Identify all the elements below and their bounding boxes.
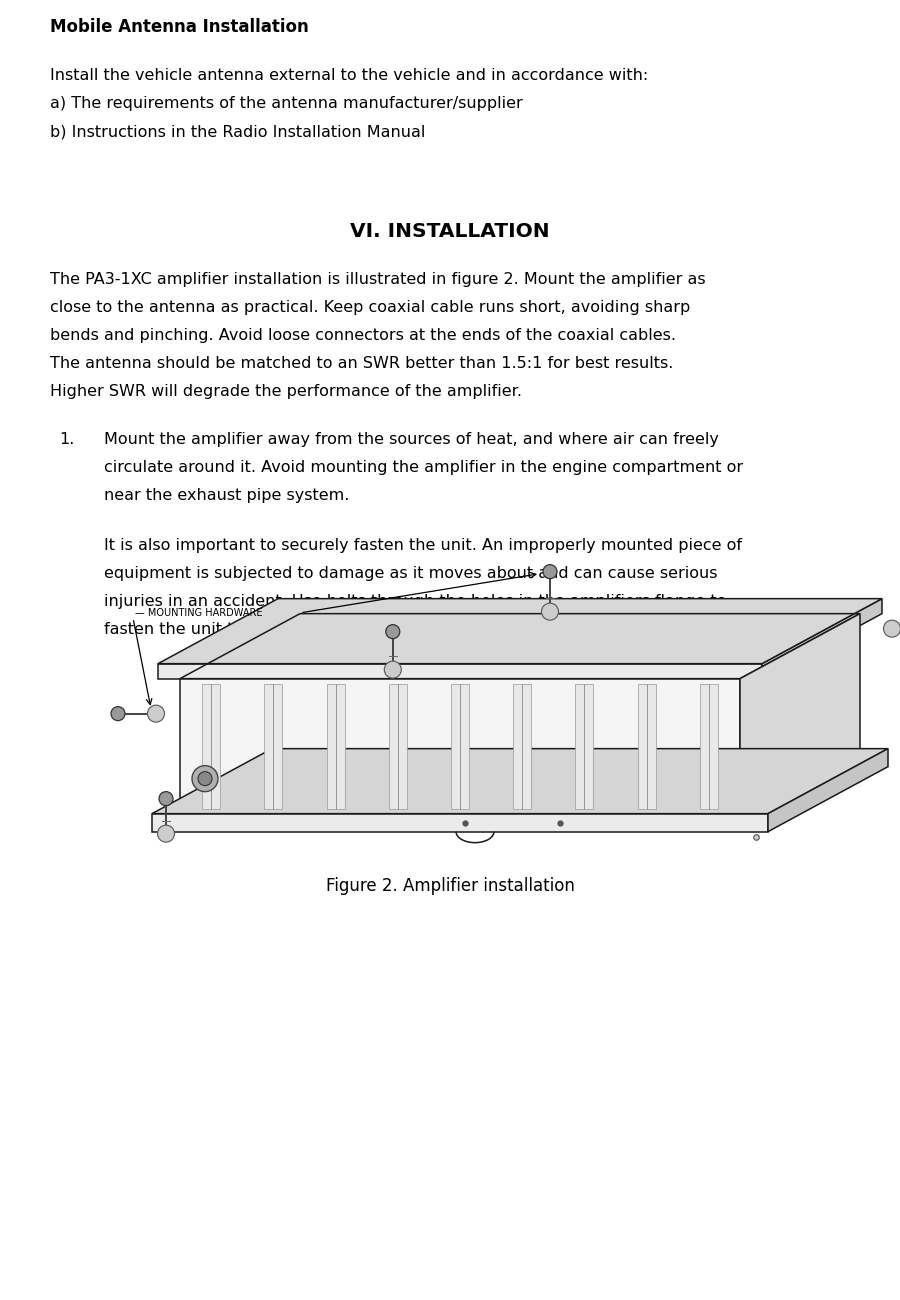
Polygon shape [435,614,588,679]
Text: VI. INSTALLATION: VI. INSTALLATION [350,222,550,240]
Polygon shape [152,814,768,832]
Text: The antenna should be matched to an SWR better than 1.5:1 for best results.: The antenna should be matched to an SWR … [50,356,673,372]
Text: Install the vehicle antenna external to the vehicle and in accordance with:: Install the vehicle antenna external to … [50,69,648,83]
Circle shape [384,662,401,679]
Polygon shape [451,684,469,809]
Circle shape [148,705,165,722]
Text: — MOUNTING HARDWARE: — MOUNTING HARDWARE [135,608,263,618]
Text: The PA3-1XC amplifier installation is illustrated in figure 2. Mount the amplifi: The PA3-1XC amplifier installation is il… [50,272,705,287]
Polygon shape [588,614,741,679]
Polygon shape [689,614,842,679]
Polygon shape [638,614,791,679]
Text: I  R1  M: I R1 M [213,758,241,767]
Polygon shape [575,684,593,809]
Polygon shape [700,684,718,809]
Polygon shape [152,749,888,814]
Circle shape [884,620,900,637]
Polygon shape [536,614,689,679]
Text: circulate around it. Avoid mounting the amplifier in the engine compartment or: circulate around it. Avoid mounting the … [104,460,742,474]
Circle shape [386,624,400,638]
Polygon shape [202,684,220,809]
Text: bends and pinching. Avoid loose connectors at the ends of the coaxial cables.: bends and pinching. Avoid loose connecto… [50,328,676,343]
Circle shape [159,792,173,806]
Text: Mount the amplifier away from the sources of heat, and where air can freely: Mount the amplifier away from the source… [104,432,718,447]
Text: injuries in an accident. Use bolts through the holes in the amplifiers flange to: injuries in an accident. Use bolts throu… [104,594,726,608]
Polygon shape [762,598,882,679]
Polygon shape [231,614,384,679]
Text: close to the antenna as practical. Keep coaxial cable runs short, avoiding sharp: close to the antenna as practical. Keep … [50,300,689,316]
Polygon shape [158,598,882,663]
Polygon shape [265,684,283,809]
Text: It is also important to securely fasten the unit. An improperly mounted piece of: It is also important to securely fasten … [104,538,742,552]
Text: fasten the unit to a secure mounting surface (see figure 2).: fasten the unit to a secure mounting sur… [104,621,580,637]
Text: 1.: 1. [59,432,75,447]
Circle shape [111,707,125,720]
Polygon shape [768,749,888,832]
Polygon shape [513,684,531,809]
Polygon shape [485,614,638,679]
Polygon shape [282,614,435,679]
Polygon shape [740,614,860,814]
Text: Higher SWR will degrade the performance of the amplifier.: Higher SWR will degrade the performance … [50,384,521,399]
Text: near the exhaust pipe system.: near the exhaust pipe system. [104,488,349,503]
Text: b) Instructions in the Radio Installation Manual: b) Instructions in the Radio Installatio… [50,125,425,139]
Text: Figure 2. Amplifier installation: Figure 2. Amplifier installation [326,876,574,894]
Polygon shape [327,684,345,809]
Circle shape [192,766,218,792]
Circle shape [542,603,559,620]
Circle shape [158,826,175,842]
Polygon shape [158,663,762,679]
Polygon shape [389,684,407,809]
Polygon shape [180,614,333,679]
Circle shape [198,772,212,785]
Circle shape [543,564,557,579]
Text: a) The requirements of the antenna manufacturer/supplier: a) The requirements of the antenna manuf… [50,96,522,112]
Polygon shape [383,614,536,679]
Polygon shape [333,614,486,679]
Polygon shape [180,679,740,814]
Polygon shape [638,684,656,809]
Text: Mobile Antenna Installation: Mobile Antenna Installation [50,18,308,36]
Text: equipment is subjected to damage as it moves about and can cause serious: equipment is subjected to damage as it m… [104,566,717,581]
